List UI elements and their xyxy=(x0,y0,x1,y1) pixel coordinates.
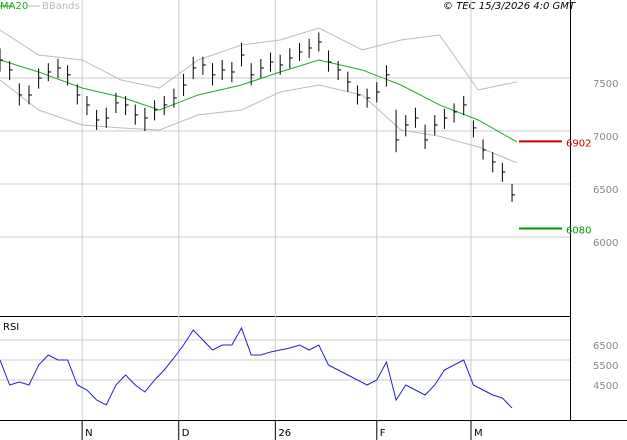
ma-line xyxy=(0,59,518,143)
y-tick-label: 7000 xyxy=(593,132,618,143)
x-tick-label: F xyxy=(380,428,386,439)
x-tick-label: D xyxy=(182,428,190,439)
y-tick-label: 6500 xyxy=(593,185,618,196)
level-label: 6080 xyxy=(566,226,591,237)
x-tick-label: N xyxy=(85,428,92,439)
panel-title: RSI xyxy=(3,322,19,333)
copyright: © TEC 15/3/2026 4:0 GMT xyxy=(443,1,576,12)
bband-line xyxy=(0,27,517,91)
x-tick-label: M xyxy=(474,428,483,439)
y-tick-label: 5500 xyxy=(593,361,618,372)
level-label: 6902 xyxy=(566,138,591,149)
y-tick-label: 7500 xyxy=(593,79,618,90)
legend-label: MA20 xyxy=(0,1,28,12)
y-tick-label: 6000 xyxy=(593,238,618,249)
legend-label: BBands xyxy=(42,1,80,12)
rsi-line xyxy=(0,326,513,409)
y-tick-label: 4500 xyxy=(593,381,618,392)
y-tick-label: 6500 xyxy=(593,341,618,352)
bband-line xyxy=(0,79,518,164)
x-tick-label: 26 xyxy=(278,428,291,439)
